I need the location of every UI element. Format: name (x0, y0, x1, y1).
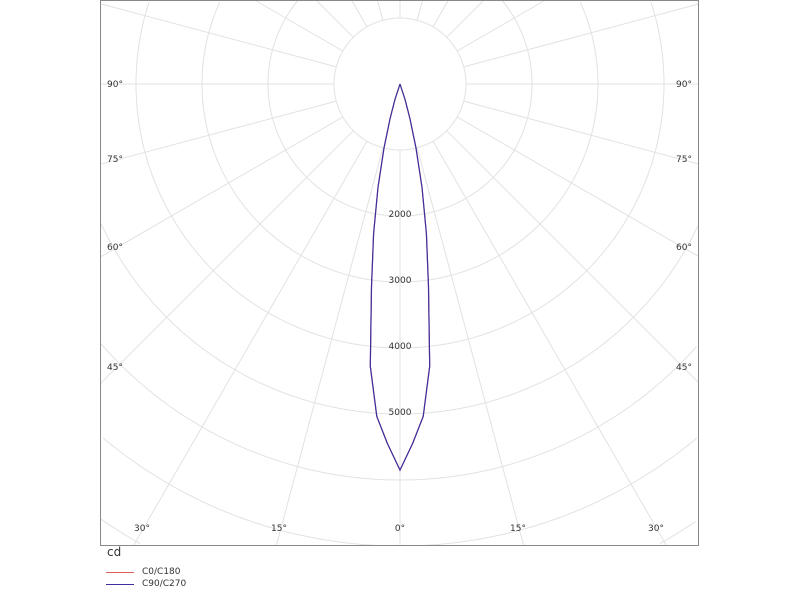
grid-ring (102, 437, 376, 546)
legend-item-c90-c270: C90/C270 (106, 578, 186, 590)
plot-frame (100, 0, 699, 546)
grid-ring (100, 343, 400, 481)
angle-label: 0° (395, 524, 405, 534)
grid-spoke (351, 0, 368, 28)
grid-spoke (432, 140, 667, 546)
grid-ring (267, 0, 400, 217)
grid-spoke (446, 0, 484, 38)
grid-spoke (100, 130, 354, 384)
grid-spoke (416, 0, 423, 21)
series-line-c90-c270 (369, 83, 431, 472)
angle-label: 15° (271, 524, 287, 534)
angle-label: 90° (107, 80, 123, 90)
legend-swatch (106, 583, 134, 585)
grid-spoke (432, 0, 449, 28)
grid-spoke (456, 116, 699, 257)
angle-label: 15° (510, 524, 526, 534)
legend: C0/C180 C90/C270 (106, 566, 186, 590)
radial-tick-label: 4000 (389, 342, 412, 352)
angle-label: 30° (134, 524, 150, 534)
grid-spoke (100, 100, 337, 165)
grid-spoke (416, 147, 525, 546)
grid-spoke (133, 140, 368, 546)
legend-swatch (106, 571, 134, 573)
unit-label: cd (107, 545, 122, 559)
grid-ring (100, 518, 141, 544)
grid-ring (135, 2, 400, 349)
grid-ring (400, 1, 599, 283)
angle-label: 60° (676, 243, 692, 253)
grid-ring (400, 0, 533, 217)
grid-spoke (377, 0, 384, 21)
grid-ring (100, 223, 400, 415)
angle-label: 30° (648, 524, 664, 534)
grid-spoke (446, 130, 699, 383)
angle-label: 45° (107, 363, 123, 373)
grid-spoke (100, 3, 337, 68)
grid-spoke (463, 100, 699, 165)
legend-item-c0-c180: C0/C180 (106, 566, 186, 578)
labels: 2000 3000 4000 5000 30° 15° 0° 15° 30° 9… (107, 80, 692, 534)
grid-spoke (463, 3, 699, 68)
angle-label: 90° (676, 80, 692, 90)
grid-ring (201, 1, 400, 283)
grid-ring (424, 437, 698, 546)
grid-ring (400, 346, 697, 481)
grid-ring (400, 225, 699, 415)
grid-spoke (255, 0, 344, 52)
grid-ring (400, 2, 665, 349)
angle-label: 60° (107, 243, 123, 253)
legend-label: C90/C270 (142, 579, 187, 589)
angle-label: 45° (676, 363, 692, 373)
grid-ring (659, 521, 696, 544)
legend-label: C0/C180 (142, 567, 181, 577)
grid-spoke (275, 147, 384, 546)
grid-spoke (316, 0, 354, 38)
curves (369, 83, 431, 472)
radial-tick-label: 2000 (389, 210, 412, 220)
angle-label: 75° (107, 155, 123, 165)
grid-spoke (456, 0, 545, 52)
radial-tick-label: 3000 (389, 276, 412, 286)
radial-tick-label: 5000 (389, 408, 412, 418)
angle-label: 75° (676, 155, 692, 165)
grid-spoke (100, 116, 344, 258)
polar-grid (100, 0, 699, 546)
